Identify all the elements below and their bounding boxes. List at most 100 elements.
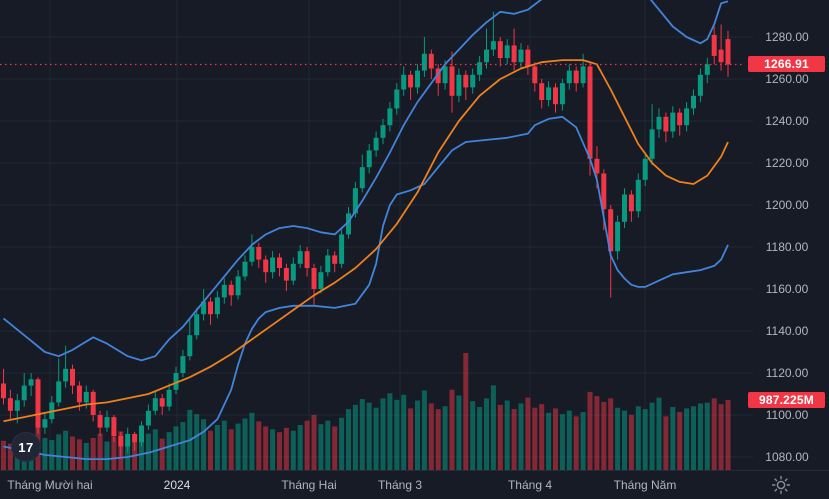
candle-body: [711, 34, 717, 56]
candle-body: [221, 284, 227, 298]
volume-bar: [649, 402, 655, 471]
volume-bar: [304, 420, 310, 471]
volume-bar: [132, 442, 138, 471]
candle-body: [256, 247, 262, 260]
volume-bar: [573, 416, 579, 471]
volume-bar: [497, 404, 503, 471]
price-tick-label: 1220.00: [765, 156, 809, 170]
volume-bar: [642, 409, 648, 471]
volume-bar: [477, 406, 483, 471]
volume-bar: [270, 429, 276, 471]
volume-bar: [559, 414, 565, 471]
volume-bar: [601, 401, 607, 471]
candle-body: [180, 356, 186, 373]
candle-body: [104, 417, 110, 428]
volume-bar: [691, 406, 696, 471]
price-tick-label: 1120.00: [765, 366, 809, 380]
candle-body: [339, 234, 345, 264]
candle-body: [470, 74, 476, 88]
volume-bar: [442, 406, 448, 471]
volume-bar: [256, 421, 262, 471]
price-tick-label: 1280.00: [765, 30, 809, 44]
candle-body: [380, 125, 386, 138]
volume-bar: [408, 408, 414, 471]
last-volume-badge: 987.225M: [748, 392, 825, 408]
volume-bar: [297, 424, 303, 471]
volume-bar: [628, 414, 634, 471]
volume-bar: [166, 432, 172, 471]
candle-body: [83, 391, 89, 403]
volume-bar: [201, 419, 207, 471]
candle-body: [691, 95, 696, 109]
candle-body: [76, 385, 82, 403]
bollinger-basis-line: [3, 59, 729, 423]
volume-bar: [242, 418, 248, 471]
candle-body: [235, 276, 241, 296]
candle-body: [463, 74, 469, 88]
candle-body: [28, 379, 34, 386]
volume-bar: [339, 417, 345, 471]
time-axis[interactable]: Tháng Mười hai 2024 Tháng Hai Tháng 3 Tháng …: [0, 470, 829, 499]
volume-bar: [622, 410, 627, 471]
candle-body: [125, 433, 131, 447]
candle-body: [214, 297, 220, 315]
volume-bar: [580, 412, 586, 471]
candle-body: [208, 301, 213, 315]
candle-body: [670, 112, 676, 132]
candle-body: [366, 150, 372, 168]
candle-body: [63, 368, 69, 382]
volume-bar: [104, 441, 110, 471]
volume-bar: [401, 394, 407, 471]
candle-body: [559, 83, 565, 105]
volume-bar: [504, 400, 510, 471]
volume-series: [1, 352, 731, 471]
volume-bar: [704, 402, 710, 471]
candle-body: [601, 173, 607, 210]
volume-bar: [180, 422, 186, 471]
candle-body: [311, 268, 317, 289]
volume-bar: [532, 407, 538, 471]
volume-bar: [428, 403, 434, 471]
candle-body: [290, 263, 296, 281]
candle-body: [697, 74, 703, 96]
volume-bar: [221, 420, 227, 471]
volume-bar: [656, 397, 662, 471]
candle-body: [187, 335, 193, 357]
candle-body: [373, 137, 379, 151]
volume-bar: [587, 391, 593, 471]
candle-body: [525, 49, 531, 67]
volume-bar: [97, 433, 103, 471]
volume-bar: [518, 403, 524, 471]
candle-body: [566, 70, 572, 84]
candle-body: [587, 66, 593, 159]
time-tick-month: Tháng Năm: [613, 478, 677, 492]
candle-body: [139, 425, 144, 443]
tradingview-logo[interactable]: 17: [12, 433, 40, 461]
candle-body: [277, 257, 282, 268]
volume-bar: [173, 426, 179, 471]
candle-body: [318, 272, 324, 289]
theme-toggle-button[interactable]: [770, 474, 792, 496]
price-tick-label: 1200.00: [765, 198, 809, 212]
price-tick-label: 1140.00: [765, 324, 809, 338]
tradingview-logo-mark: 17: [18, 439, 34, 455]
candle-body: [718, 49, 724, 63]
candle-body: [173, 373, 179, 390]
volume-bar: [484, 398, 489, 471]
candle-body: [297, 251, 303, 264]
volume-bar: [615, 407, 621, 471]
volume-bar: [594, 396, 600, 471]
price-axis[interactable]: 1266.91 987.225M 1280.00 1260.00 1240.00 12…: [745, 0, 829, 471]
candle-body: [649, 129, 655, 159]
volume-bar: [684, 408, 690, 471]
candle-body: [490, 41, 496, 50]
candle-body: [56, 381, 62, 403]
volume-bar: [394, 399, 400, 471]
volume-bar: [208, 430, 213, 471]
price-tick-label: 1160.00: [765, 282, 809, 296]
candle-body: [325, 255, 331, 273]
sun-icon: [771, 475, 791, 495]
volume-bar: [194, 414, 200, 471]
candle-body: [228, 284, 234, 296]
